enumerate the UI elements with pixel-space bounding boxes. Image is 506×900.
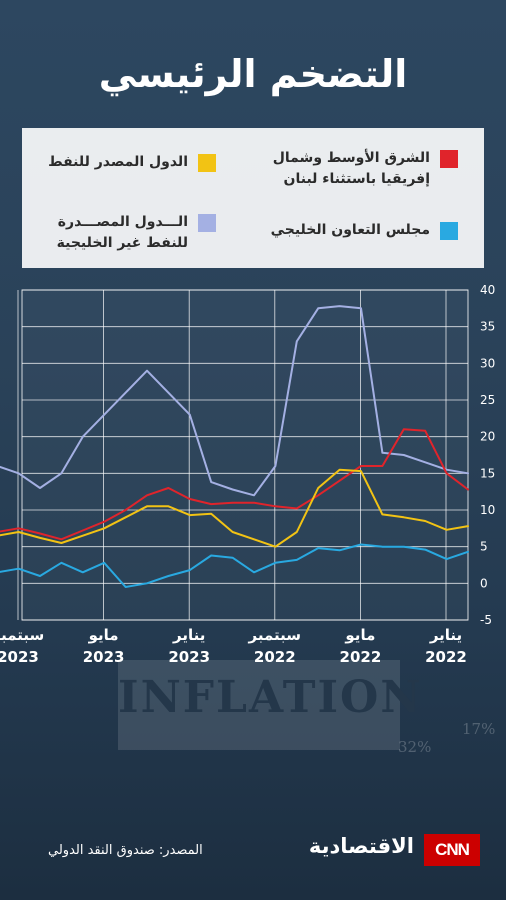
series-line: [0, 305, 469, 497]
x-tick-month: سبتمبر: [248, 626, 302, 644]
x-tick-month: يناير: [429, 626, 463, 644]
x-tick-year: 2023: [82, 648, 125, 666]
legend-label: مجلس التعاون الخليجي: [270, 222, 430, 238]
x-tick-year: 2022: [339, 648, 382, 666]
legend-label: الدول المصدر للنفط: [48, 154, 188, 170]
x-tick-label: سبتمبر 2022: [235, 624, 315, 668]
y-tick-label: 30: [480, 356, 495, 370]
background-number: 32%: [398, 738, 432, 756]
y-tick-label: 5: [480, 540, 488, 554]
x-tick-year: 2022: [425, 648, 467, 666]
x-tick-month: يناير: [173, 626, 206, 644]
background-inflation-word: INFLATION: [118, 672, 423, 723]
x-tick-label: مايو 2022: [320, 624, 400, 668]
chart-title: التضخم الرئيسي: [98, 52, 408, 96]
x-tick-month: سبتمبر: [0, 626, 45, 644]
y-tick-label: -5: [480, 613, 492, 627]
legend-item: الـــدول المصـــدرة للنفط غير الخليجية: [36, 212, 216, 254]
legend-item: الدول المصدر للنفط: [36, 152, 216, 173]
x-tick-label: مايو 2023: [64, 624, 144, 668]
legend-item: الشرق الأوسط وشمال إفريقيا باستثناء لبنا…: [268, 148, 458, 190]
y-tick-label: 15: [480, 466, 495, 480]
y-tick-label: 10: [480, 503, 495, 517]
legend-swatch: [198, 154, 216, 172]
legend-item: مجلس التعاون الخليجي: [258, 220, 458, 241]
x-tick-month: مايو: [345, 626, 376, 644]
legend-swatch: [440, 150, 458, 168]
legend-swatch: [198, 214, 216, 232]
y-tick-label: 0: [480, 576, 488, 590]
legend-label: الشرق الأوسط وشمال إفريقيا باستثناء لبنا…: [272, 150, 430, 187]
x-tick-year: 2022: [253, 648, 296, 666]
series-line: [0, 543, 469, 588]
x-tick-month: مايو: [88, 626, 119, 644]
x-tick-label: يناير 2023: [149, 624, 229, 668]
x-tick-year: 2023: [0, 648, 39, 666]
y-tick-label: 20: [480, 430, 495, 444]
y-tick-label: 35: [480, 320, 495, 334]
x-tick-year: 2023: [168, 648, 211, 666]
cnn-logo: CNN: [424, 834, 480, 866]
source-note: المصدر: صندوق النقد الدولي: [48, 843, 203, 858]
series-line: [0, 428, 469, 541]
x-tick-label: يناير 2022: [406, 624, 486, 668]
y-tick-label: 25: [480, 393, 495, 407]
series-line: [0, 468, 469, 548]
background-sign: [118, 660, 400, 750]
legend-swatch: [440, 222, 458, 240]
background-number: 17%: [462, 720, 496, 738]
y-tick-label: 40: [480, 283, 495, 297]
legend-label: الـــدول المصـــدرة للنفط غير الخليجية: [56, 214, 188, 251]
x-tick-label: سبتمبر 2023: [0, 624, 58, 668]
legend: الشرق الأوسط وشمال إفريقيا باستثناء لبنا…: [22, 128, 484, 268]
brand-name: الاقتصادية: [308, 834, 414, 858]
